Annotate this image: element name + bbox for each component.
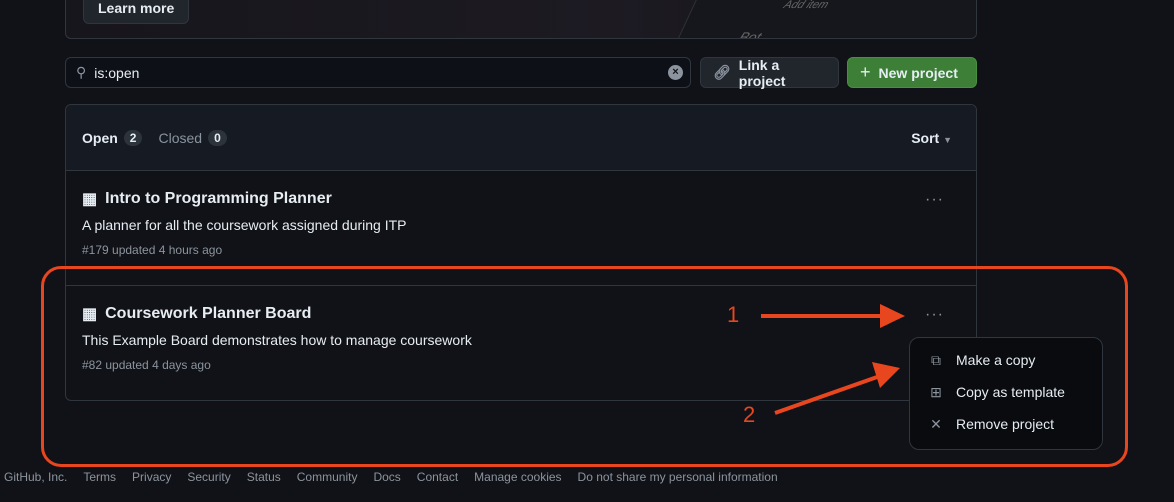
arrow-1-head [880, 304, 905, 328]
table-icon: ▦ [82, 191, 98, 208]
plus-icon: + [860, 62, 871, 82]
tab-label: Open [82, 129, 118, 146]
link-project-button[interactable]: 🔗︎ Link a project [700, 56, 839, 89]
footer-link[interactable]: Docs [373, 470, 401, 484]
promo-banner: Add item Bot Learn more [65, 0, 977, 39]
menu-item-label: Copy as template [956, 384, 1065, 400]
annotation-label-2: 2 [743, 402, 756, 427]
menu-item-label: Make a copy [956, 352, 1036, 368]
menu-item-label: Remove project [956, 416, 1055, 432]
footer-link[interactable]: Community [296, 470, 358, 484]
x-icon: ✕ [930, 415, 942, 432]
copy-plus-icon: ⊞ [930, 383, 942, 400]
count-badge: 2 [123, 129, 143, 146]
project-title[interactable]: Coursework Planner Board [105, 305, 312, 322]
project-meta: #179 updated 4 hours ago [82, 243, 223, 257]
footer-link[interactable]: Status [246, 470, 281, 484]
new-project-label: New project [878, 64, 958, 81]
footer-link[interactable]: Contact [416, 470, 459, 484]
clear-search-icon[interactable]: × [668, 65, 683, 80]
project-description: A planner for all the coursework assigne… [82, 217, 407, 233]
arrow-2 [774, 374, 881, 415]
search-input[interactable]: ⚲ is:open × [65, 57, 691, 88]
tab-open[interactable]: Open 2 [82, 129, 143, 146]
copy-icon: ⧉ [931, 351, 941, 368]
annotation-highlight-box [41, 266, 1128, 467]
new-project-button[interactable]: + New project [847, 57, 977, 88]
count-badge: 0 [208, 129, 227, 146]
footer: GitHub, Inc. Terms Privacy Security Stat… [4, 470, 778, 484]
list-header: Open 2 Closed 0 Sort ▼ [66, 105, 976, 171]
footer-copyright: GitHub, Inc. [4, 470, 68, 484]
project-meta: #82 updated 4 days ago [82, 358, 211, 372]
menu-item-copy-template[interactable]: ⊞ Copy as template [910, 376, 1102, 408]
sort-dropdown[interactable]: Sort ▼ [911, 130, 952, 146]
annotation-label-1: 1 [727, 302, 740, 327]
tab-label: Closed [158, 129, 203, 146]
kebab-menu-icon[interactable]: ··· [925, 306, 944, 323]
learn-more-button[interactable]: Learn more [83, 0, 190, 24]
menu-item-make-copy[interactable]: ⧉ Make a copy [910, 344, 1102, 376]
project-options-menu: ⧉ Make a copy ⊞ Copy as template ✕ Remove p… [909, 337, 1103, 450]
project-description: This Example Board demonstrates how to m… [82, 332, 472, 348]
footer-link[interactable]: Do not share my personal information [577, 470, 778, 484]
tab-closed[interactable]: Closed 0 [158, 129, 227, 146]
kebab-menu-icon[interactable]: ··· [925, 191, 944, 208]
footer-link[interactable]: Security [187, 470, 231, 484]
project-title[interactable]: Intro to Programming Planner [105, 190, 332, 207]
table-icon: ▦ [82, 306, 98, 323]
project-list: Open 2 Closed 0 Sort ▼ ▦ Intro to Programmi… [65, 104, 977, 401]
footer-link[interactable]: Manage cookies [474, 470, 562, 484]
menu-item-remove-project[interactable]: ✕ Remove project [910, 408, 1102, 440]
search-icon: ⚲ [76, 64, 87, 80]
arrow-2-head [872, 362, 900, 388]
link-icon: 🔗︎ [713, 64, 731, 80]
search-value: is:open [94, 64, 140, 81]
sort-label: Sort [911, 129, 940, 146]
caret-down-icon: ▼ [943, 134, 952, 145]
project-row: ▦ Coursework Planner Board This Example B… [66, 286, 976, 400]
footer-link[interactable]: Terms [83, 470, 117, 484]
link-project-label: Link a project [738, 56, 786, 89]
footer-link[interactable]: Privacy [132, 470, 172, 484]
project-row: ▦ Intro to Programming Planner A planner … [66, 171, 976, 286]
